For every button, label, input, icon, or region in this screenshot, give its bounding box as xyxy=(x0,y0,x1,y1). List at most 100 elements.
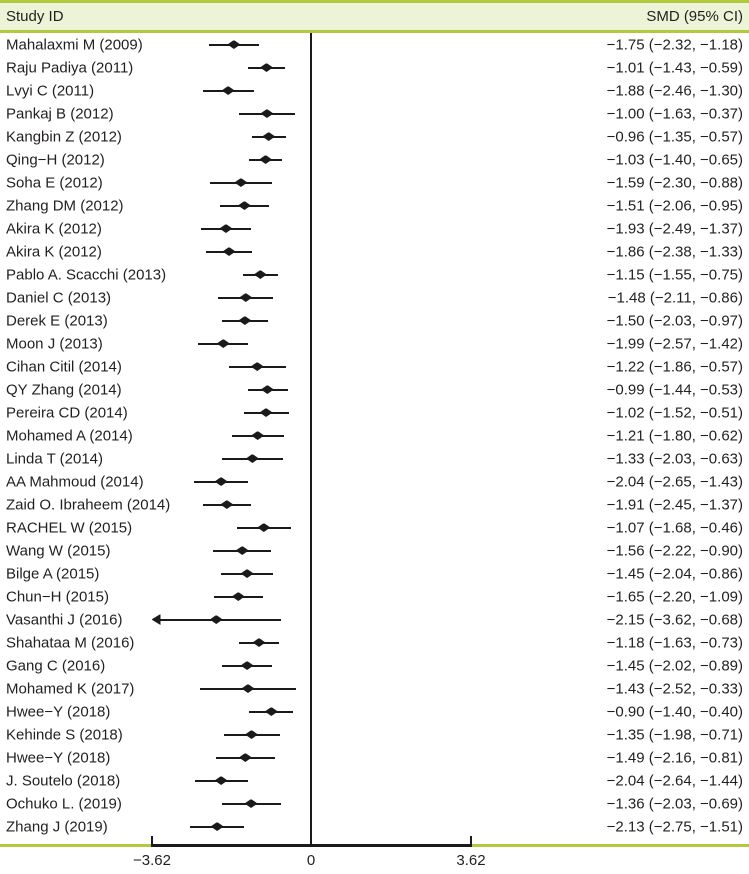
study-label: Mohamed A (2014) xyxy=(6,427,133,444)
forest-row: Pablo A. Scacchi (2013) −1.15 (−1.55, −0.… xyxy=(0,263,749,286)
smd-ci-value: −0.90 (−1.40, −0.40) xyxy=(606,703,743,720)
axis-tick-max xyxy=(470,836,472,844)
smd-point-diamond xyxy=(259,63,273,72)
smd-point-diamond xyxy=(222,247,236,256)
forest-row: Lvyi C (2011) −1.88 (−2.46, −1.30) xyxy=(0,79,749,102)
forest-row: Mohamed K (2017) −1.43 (−2.52, −0.33) xyxy=(0,677,749,700)
study-label: Mohamed K (2017) xyxy=(6,680,135,697)
study-label: Hwee−Y (2018) xyxy=(6,749,111,766)
header-bottom-rule xyxy=(0,30,749,33)
study-label: Vasanthi J (2016) xyxy=(6,611,123,628)
study-label: Wang W (2015) xyxy=(6,542,111,559)
smd-point-diamond xyxy=(252,638,266,647)
smd-ci-value: −1.45 (−2.04, −0.86) xyxy=(606,565,743,582)
smd-ci-value: −1.00 (−1.63, −0.37) xyxy=(606,105,743,122)
study-label: Chun−H (2015) xyxy=(6,588,109,605)
smd-ci-value: −1.01 (−1.43, −0.59) xyxy=(606,59,743,76)
smd-point-diamond xyxy=(219,224,233,233)
study-label: Kangbin Z (2012) xyxy=(6,128,122,145)
smd-point-diamond xyxy=(264,707,278,716)
study-label: Hwee−Y (2018) xyxy=(6,703,111,720)
study-label: Daniel C (2013) xyxy=(6,289,112,306)
forest-row: Zhang DM (2012) −1.51 (−2.06, −0.95) xyxy=(0,194,749,217)
study-label: RACHEL W (2015) xyxy=(6,519,133,536)
smd-point-diamond xyxy=(240,569,254,578)
forest-row: Vasanthi J (2016) −2.15 (−3.62, −0.68) xyxy=(0,608,749,631)
smd-ci-value: −1.03 (−1.40, −0.65) xyxy=(606,151,743,168)
forest-row: Gang C (2016) −1.45 (−2.02, −0.89) xyxy=(0,654,749,677)
forest-row: Moon J (2013) −1.99 (−2.57, −1.42) xyxy=(0,332,749,355)
study-label: Zhang J (2019) xyxy=(6,818,108,835)
smd-ci-value: −1.49 (−2.16, −0.81) xyxy=(606,749,743,766)
smd-ci-value: −1.56 (−2.22, −0.90) xyxy=(606,542,743,559)
smd-point-diamond xyxy=(259,408,273,417)
smd-ci-value: −1.33 (−2.03, −0.63) xyxy=(606,450,743,467)
study-label: Lvyi C (2011) xyxy=(6,82,95,99)
forest-row: Qing−H (2012) −1.03 (−1.40, −0.65) xyxy=(0,148,749,171)
forest-row: Pereira CD (2014) −1.02 (−1.52, −0.51) xyxy=(0,401,749,424)
study-label: Shahataa M (2016) xyxy=(6,634,135,651)
forest-row: Mahalaxmi M (2009) −1.75 (−2.32, −1.18) xyxy=(0,33,749,56)
smd-point-diamond xyxy=(245,730,259,739)
smd-point-diamond xyxy=(260,109,274,118)
study-label: Qing−H (2012) xyxy=(6,151,105,168)
zero-reference-line xyxy=(310,33,312,844)
forest-row: Zhang J (2019) −2.13 (−2.75, −1.51) xyxy=(0,815,749,838)
smd-point-diamond xyxy=(260,385,274,394)
study-label: Akira K (2012) xyxy=(6,220,102,237)
study-label: Soha E (2012) xyxy=(6,174,103,191)
study-label: Akira K (2012) xyxy=(6,243,102,260)
smd-point-diamond xyxy=(209,615,223,624)
smd-point-diamond xyxy=(262,132,276,141)
smd-point-diamond xyxy=(235,546,249,555)
smd-ci-value: −1.59 (−2.30, −0.88) xyxy=(606,174,743,191)
forest-row: Chun−H (2015) −1.65 (−2.20, −1.09) xyxy=(0,585,749,608)
smd-ci-value: −1.91 (−2.45, −1.37) xyxy=(606,496,743,513)
smd-ci-value: −1.21 (−1.80, −0.62) xyxy=(606,427,743,444)
smd-point-diamond xyxy=(257,523,271,532)
smd-ci-value: −1.43 (−2.52, −0.33) xyxy=(606,680,743,697)
smd-ci-value: −1.65 (−2.20, −1.09) xyxy=(606,588,743,605)
table-header: Study ID SMD (95% CI) xyxy=(0,3,749,30)
forest-row: Akira K (2012) −1.93 (−2.49, −1.37) xyxy=(0,217,749,240)
forest-row: J. Soutelo (2018) −2.04 (−2.64, −1.44) xyxy=(0,769,749,792)
smd-point-diamond xyxy=(238,316,252,325)
study-label: Kehinde S (2018) xyxy=(6,726,123,743)
smd-point-diamond xyxy=(214,776,228,785)
smd-point-diamond xyxy=(241,684,255,693)
smd-ci-value: −1.88 (−2.46, −1.30) xyxy=(606,82,743,99)
forest-row: Daniel C (2013) −1.48 (−2.11, −0.86) xyxy=(0,286,749,309)
smd-ci-value: −2.04 (−2.64, −1.44) xyxy=(606,772,743,789)
study-label: Linda T (2014) xyxy=(6,450,104,467)
forest-row: Soha E (2012) −1.59 (−2.30, −0.88) xyxy=(0,171,749,194)
smd-ci-value: −1.48 (−2.11, −0.86) xyxy=(607,289,743,306)
x-tick-label-min: −3.62 xyxy=(133,852,171,869)
smd-ci-value: −1.18 (−1.63, −0.73) xyxy=(606,634,743,651)
smd-ci-value: −0.96 (−1.35, −0.57) xyxy=(606,128,743,145)
smd-ci-value: −1.75 (−2.32, −1.18) xyxy=(606,36,743,53)
forest-row: Ochuko L. (2019) −1.36 (−2.03, −0.69) xyxy=(0,792,749,815)
forest-row: Linda T (2014) −1.33 (−2.03, −0.63) xyxy=(0,447,749,470)
smd-point-diamond xyxy=(244,799,258,808)
smd-point-diamond xyxy=(227,40,241,49)
smd-point-diamond xyxy=(220,500,234,509)
smd-ci-value: −1.15 (−1.55, −0.75) xyxy=(606,266,743,283)
forest-row: Akira K (2012) −1.86 (−2.38, −1.33) xyxy=(0,240,749,263)
smd-ci-column-header: SMD (95% CI) xyxy=(646,8,743,25)
forest-row: Hwee−Y (2018) −0.90 (−1.40, −0.40) xyxy=(0,700,749,723)
smd-point-diamond xyxy=(210,822,224,831)
smd-point-diamond xyxy=(251,431,265,440)
axis-tick-min xyxy=(151,836,153,844)
smd-ci-value: −1.93 (−2.49, −1.37) xyxy=(606,220,743,237)
smd-point-diamond xyxy=(214,477,228,486)
plot-area: Mahalaxmi M (2009) −1.75 (−2.32, −1.18) Ra… xyxy=(0,33,749,844)
smd-ci-value: −0.99 (−1.44, −0.53) xyxy=(606,381,743,398)
smd-point-diamond xyxy=(234,178,248,187)
smd-point-diamond xyxy=(245,454,259,463)
forest-row: Wang W (2015) −1.56 (−2.22, −0.90) xyxy=(0,539,749,562)
axis-line xyxy=(151,844,472,847)
forest-row: QY Zhang (2014) −0.99 (−1.44, −0.53) xyxy=(0,378,749,401)
smd-point-diamond xyxy=(253,270,267,279)
forest-row: Hwee−Y (2018) −1.49 (−2.16, −0.81) xyxy=(0,746,749,769)
